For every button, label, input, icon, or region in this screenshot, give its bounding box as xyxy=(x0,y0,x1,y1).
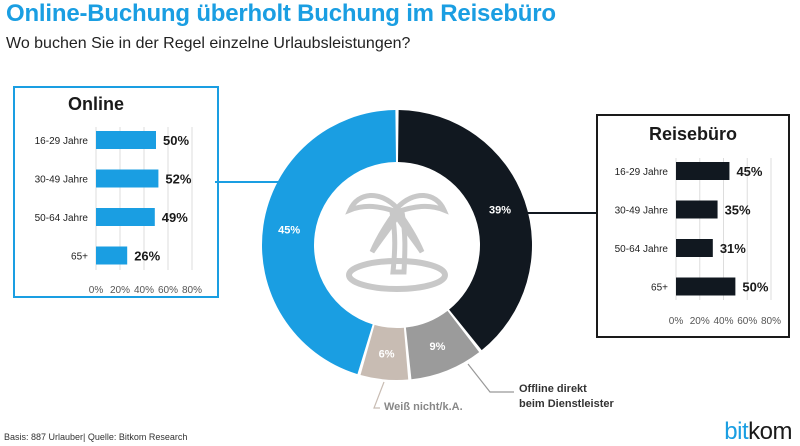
reisebuero-bar-1 xyxy=(676,162,730,180)
online-tick-label-5: 80% xyxy=(182,285,202,296)
weiss-callout-line xyxy=(373,381,385,409)
reisebuero-tick-label-2: 20% xyxy=(690,316,710,327)
online-tick-label-2: 20% xyxy=(110,285,130,296)
palm-leaf-lower-left-icon xyxy=(369,205,402,254)
palm-leaf-right-icon xyxy=(394,193,449,216)
page-subtitle: Wo buchen Sie in der Regel einzelne Urla… xyxy=(6,35,411,52)
donut-slice-4 xyxy=(262,110,397,375)
online-bar-1 xyxy=(96,131,156,149)
online-tick-label-4: 60% xyxy=(158,285,178,296)
reisebuero-category-label-1: 16-29 Jahre xyxy=(615,167,669,178)
logo-part-b: kom xyxy=(748,418,792,445)
reisebuero-bar-4 xyxy=(676,277,736,296)
donut-label-1: 39% xyxy=(489,204,511,216)
palm-leaf-lower-right-icon xyxy=(392,205,425,254)
online-value-label-2: 52% xyxy=(165,172,191,187)
palm-leaf-left-icon xyxy=(345,193,400,216)
offline-callout-line xyxy=(467,363,514,393)
page-title: Online-Buchung überholt Buchung im Reise… xyxy=(6,0,556,27)
reisebuero-tick-label-3: 40% xyxy=(713,316,733,327)
donut-slice-2 xyxy=(405,310,480,380)
reisebuero-value-label-2: 35% xyxy=(725,203,751,218)
donut-label-4: 45% xyxy=(278,224,300,236)
reisebuero-category-label-4: 65+ xyxy=(651,283,668,294)
online-panel-title: Online xyxy=(67,94,124,114)
reisebuero-bar-2 xyxy=(676,200,718,219)
offline-callout: Offline direkt beim Dienstleister xyxy=(519,382,614,412)
weiss-callout: Weiß nicht/k.A. xyxy=(384,401,463,413)
donut-label-2: 9% xyxy=(430,341,446,353)
donut-slice-3 xyxy=(360,324,409,380)
online-value-label-3: 49% xyxy=(162,210,188,225)
online-value-label-4: 26% xyxy=(134,249,160,264)
online-value-label-1: 50% xyxy=(163,133,189,148)
donut-label-3: 6% xyxy=(379,349,395,361)
reisebuero-value-label-4: 50% xyxy=(742,280,768,295)
donut-slice-1 xyxy=(397,110,532,351)
online-tick-label-3: 40% xyxy=(134,285,154,296)
reisebuero-tick-label-4: 60% xyxy=(737,316,757,327)
island-icon xyxy=(346,258,448,292)
reisebuero-tick-label-1: 0% xyxy=(669,316,684,327)
source-footnote: Basis: 887 Urlauber| Quelle: Bitkom Rese… xyxy=(4,432,188,442)
reisebuero-panel: Reisebüro xyxy=(596,114,790,338)
logo-part-a: bit xyxy=(724,418,749,445)
reisebuero-value-label-1: 45% xyxy=(736,164,762,179)
reisebuero-category-label-3: 50-64 Jahre xyxy=(615,244,669,255)
reisebuero-category-label-2: 30-49 Jahre xyxy=(615,206,669,217)
online-category-label-1: 16-29 Jahre xyxy=(35,136,89,147)
online-tick-label-1: 0% xyxy=(89,285,104,296)
reisebuero-bar-3 xyxy=(676,239,713,257)
reisebuero-value-label-3: 31% xyxy=(720,241,746,256)
offline-callout-line2: beim Dienstleister xyxy=(519,398,614,410)
offline-callout-line1: Offline direkt xyxy=(519,383,587,395)
reisebuero-panel-title: Reisebüro xyxy=(648,124,738,144)
online-category-label-4: 65+ xyxy=(71,252,88,263)
reisebuero-tick-label-5: 80% xyxy=(761,316,781,327)
online-bar-4 xyxy=(96,246,128,265)
online-category-label-3: 50-64 Jahre xyxy=(35,213,89,224)
bitkom-logo: bitkom xyxy=(724,418,792,446)
online-bar-2 xyxy=(96,169,159,188)
online-category-label-2: 30-49 Jahre xyxy=(35,175,89,186)
online-bar-3 xyxy=(96,208,155,226)
